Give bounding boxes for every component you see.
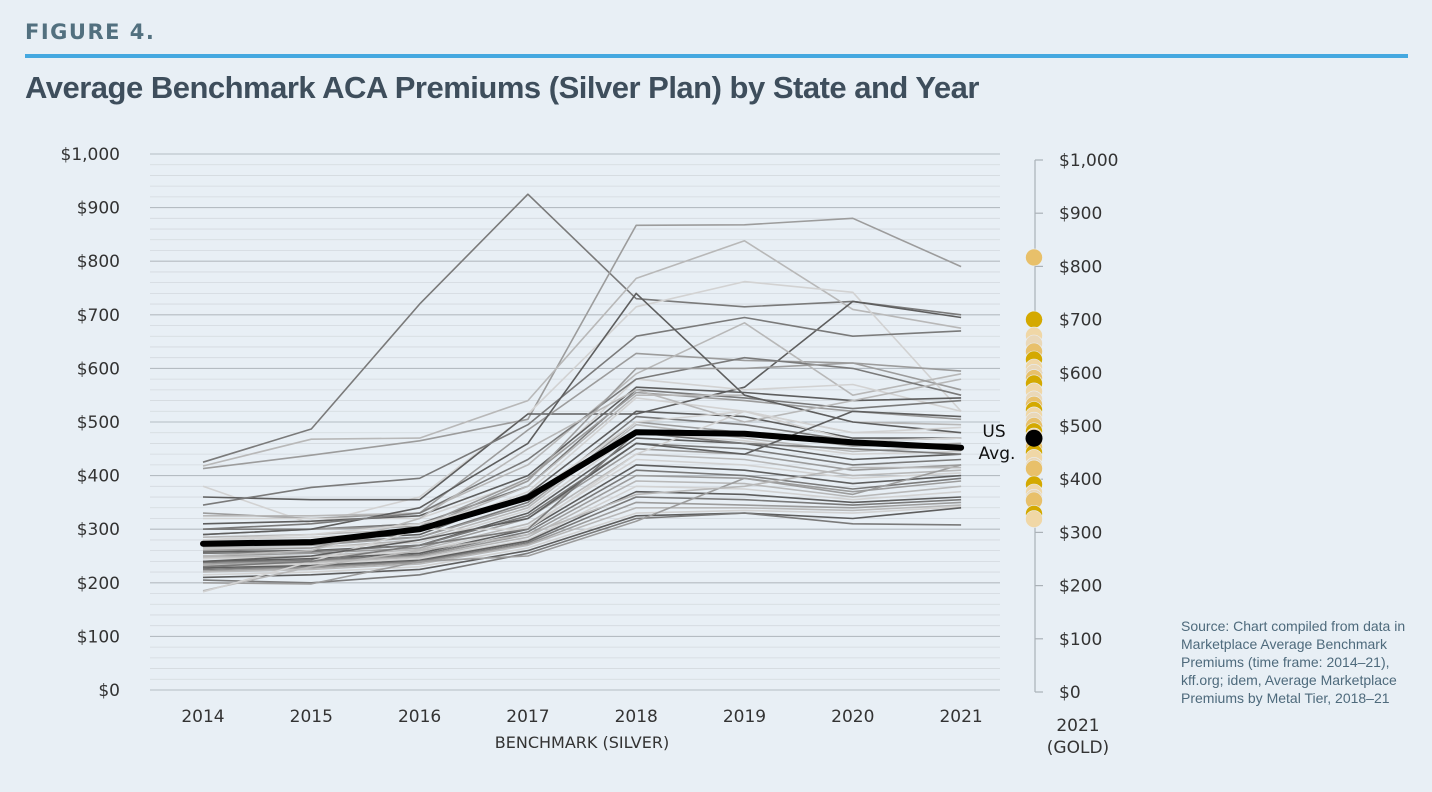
- gold-y-tick-label: $0: [1059, 683, 1081, 703]
- gold-axis-label: (GOLD): [1047, 738, 1109, 758]
- state-line: [202, 464, 962, 563]
- y-tick-label: $0: [98, 681, 120, 701]
- y-axis-left: $0 $100 $200 $300 $400 $500 $600 $700 $800 $900 $1…: [61, 145, 120, 701]
- state-lines: [202, 193, 962, 593]
- source-note: Source: Chart compiled from data in Mark…: [1181, 618, 1406, 706]
- y-tick-label: $900: [77, 199, 120, 219]
- state-line: [202, 240, 962, 467]
- chart-title: Average Benchmark ACA Premiums (Silver P…: [25, 70, 979, 105]
- gold-y-tick-label: $600: [1059, 364, 1102, 384]
- state-line: [202, 507, 962, 579]
- state-line: [202, 512, 962, 584]
- state-line: [202, 300, 962, 501]
- gold-point: [1025, 510, 1043, 528]
- state-line: [202, 217, 962, 470]
- y-tick-label: $700: [77, 306, 120, 326]
- gold-y-tick-label: $700: [1059, 311, 1102, 331]
- state-line: [202, 378, 962, 557]
- state-line: [202, 496, 962, 571]
- state-line: [202, 447, 962, 557]
- x-tick-label: 2019: [723, 707, 766, 727]
- state-line: [202, 316, 962, 506]
- gold-y-tick-label: $500: [1059, 417, 1102, 437]
- state-line: [202, 466, 962, 592]
- gold-axis-label: 2021: [1056, 716, 1099, 736]
- state-line: [203, 378, 962, 520]
- state-line: [202, 280, 962, 525]
- gold-point: [1025, 459, 1043, 478]
- figure-label: FIGURE 4.: [25, 20, 156, 44]
- x-axis-label: BENCHMARK (SILVER): [495, 733, 669, 752]
- gold-y-tick-label: $800: [1059, 257, 1102, 277]
- state-line: [202, 501, 962, 572]
- state-line: [202, 352, 962, 520]
- us-average-line: [200, 429, 965, 547]
- state-line: [202, 431, 962, 568]
- y-tick-label: $200: [77, 574, 120, 594]
- state-line: [202, 410, 962, 541]
- y-tick-label: $500: [77, 413, 120, 433]
- state-line: [202, 453, 962, 558]
- gold-point: [1025, 248, 1043, 267]
- x-tick-label: 2017: [506, 707, 549, 727]
- gold-points: [1025, 248, 1043, 528]
- gold-y-tick-label: $100: [1059, 630, 1102, 650]
- state-line: [202, 391, 962, 536]
- x-tick-label: 2021: [939, 707, 982, 727]
- y-tick-label: $1,000: [61, 145, 120, 165]
- x-tick-label: 2016: [398, 707, 441, 727]
- y-tick-label: $300: [77, 520, 120, 540]
- state-line: [202, 485, 962, 568]
- state-line: [202, 474, 962, 565]
- state-line: [202, 431, 962, 551]
- us-average-label-text: US Avg.: [979, 422, 1016, 464]
- state-line: [202, 193, 962, 463]
- x-tick-label: 2020: [831, 707, 874, 727]
- gold-y-tick-label: $200: [1059, 577, 1102, 597]
- state-line: [202, 437, 962, 553]
- gold-y-tick-label: $1,000: [1059, 151, 1118, 171]
- state-line: [202, 505, 962, 576]
- gold-y-tick-label: $300: [1059, 523, 1102, 543]
- gold-y-tick-label: $400: [1059, 470, 1102, 490]
- gold-point: [1025, 310, 1043, 329]
- x-tick-label: 2015: [290, 707, 333, 727]
- gold-average-point: [1025, 429, 1043, 447]
- state-line: [202, 504, 962, 573]
- y-tick-label: $800: [77, 252, 120, 272]
- x-tick-label: 2014: [181, 707, 224, 727]
- state-line: [202, 410, 962, 593]
- state-line: [202, 386, 962, 525]
- us-average-label: US Avg.: [979, 422, 1016, 464]
- state-line: [202, 480, 962, 567]
- state-line: [202, 464, 962, 585]
- gold-axis: $0 $100 $200 $300 $400 $500 $600 $700 $800 $900 $1…: [1034, 151, 1118, 758]
- state-line: [202, 442, 962, 555]
- y-tick-label: $100: [77, 627, 120, 647]
- accent-rule: [25, 54, 1408, 58]
- us-average-series: [200, 429, 965, 547]
- x-tick-label: 2018: [615, 707, 658, 727]
- y-tick-label: $400: [77, 467, 120, 487]
- state-line: [202, 292, 962, 536]
- x-axis: 2014 2015 2016 2017 2018 2019 2020 2021 BENCHMAR…: [181, 707, 982, 752]
- gold-y-tick-label: $900: [1059, 204, 1102, 224]
- y-tick-label: $600: [77, 359, 120, 379]
